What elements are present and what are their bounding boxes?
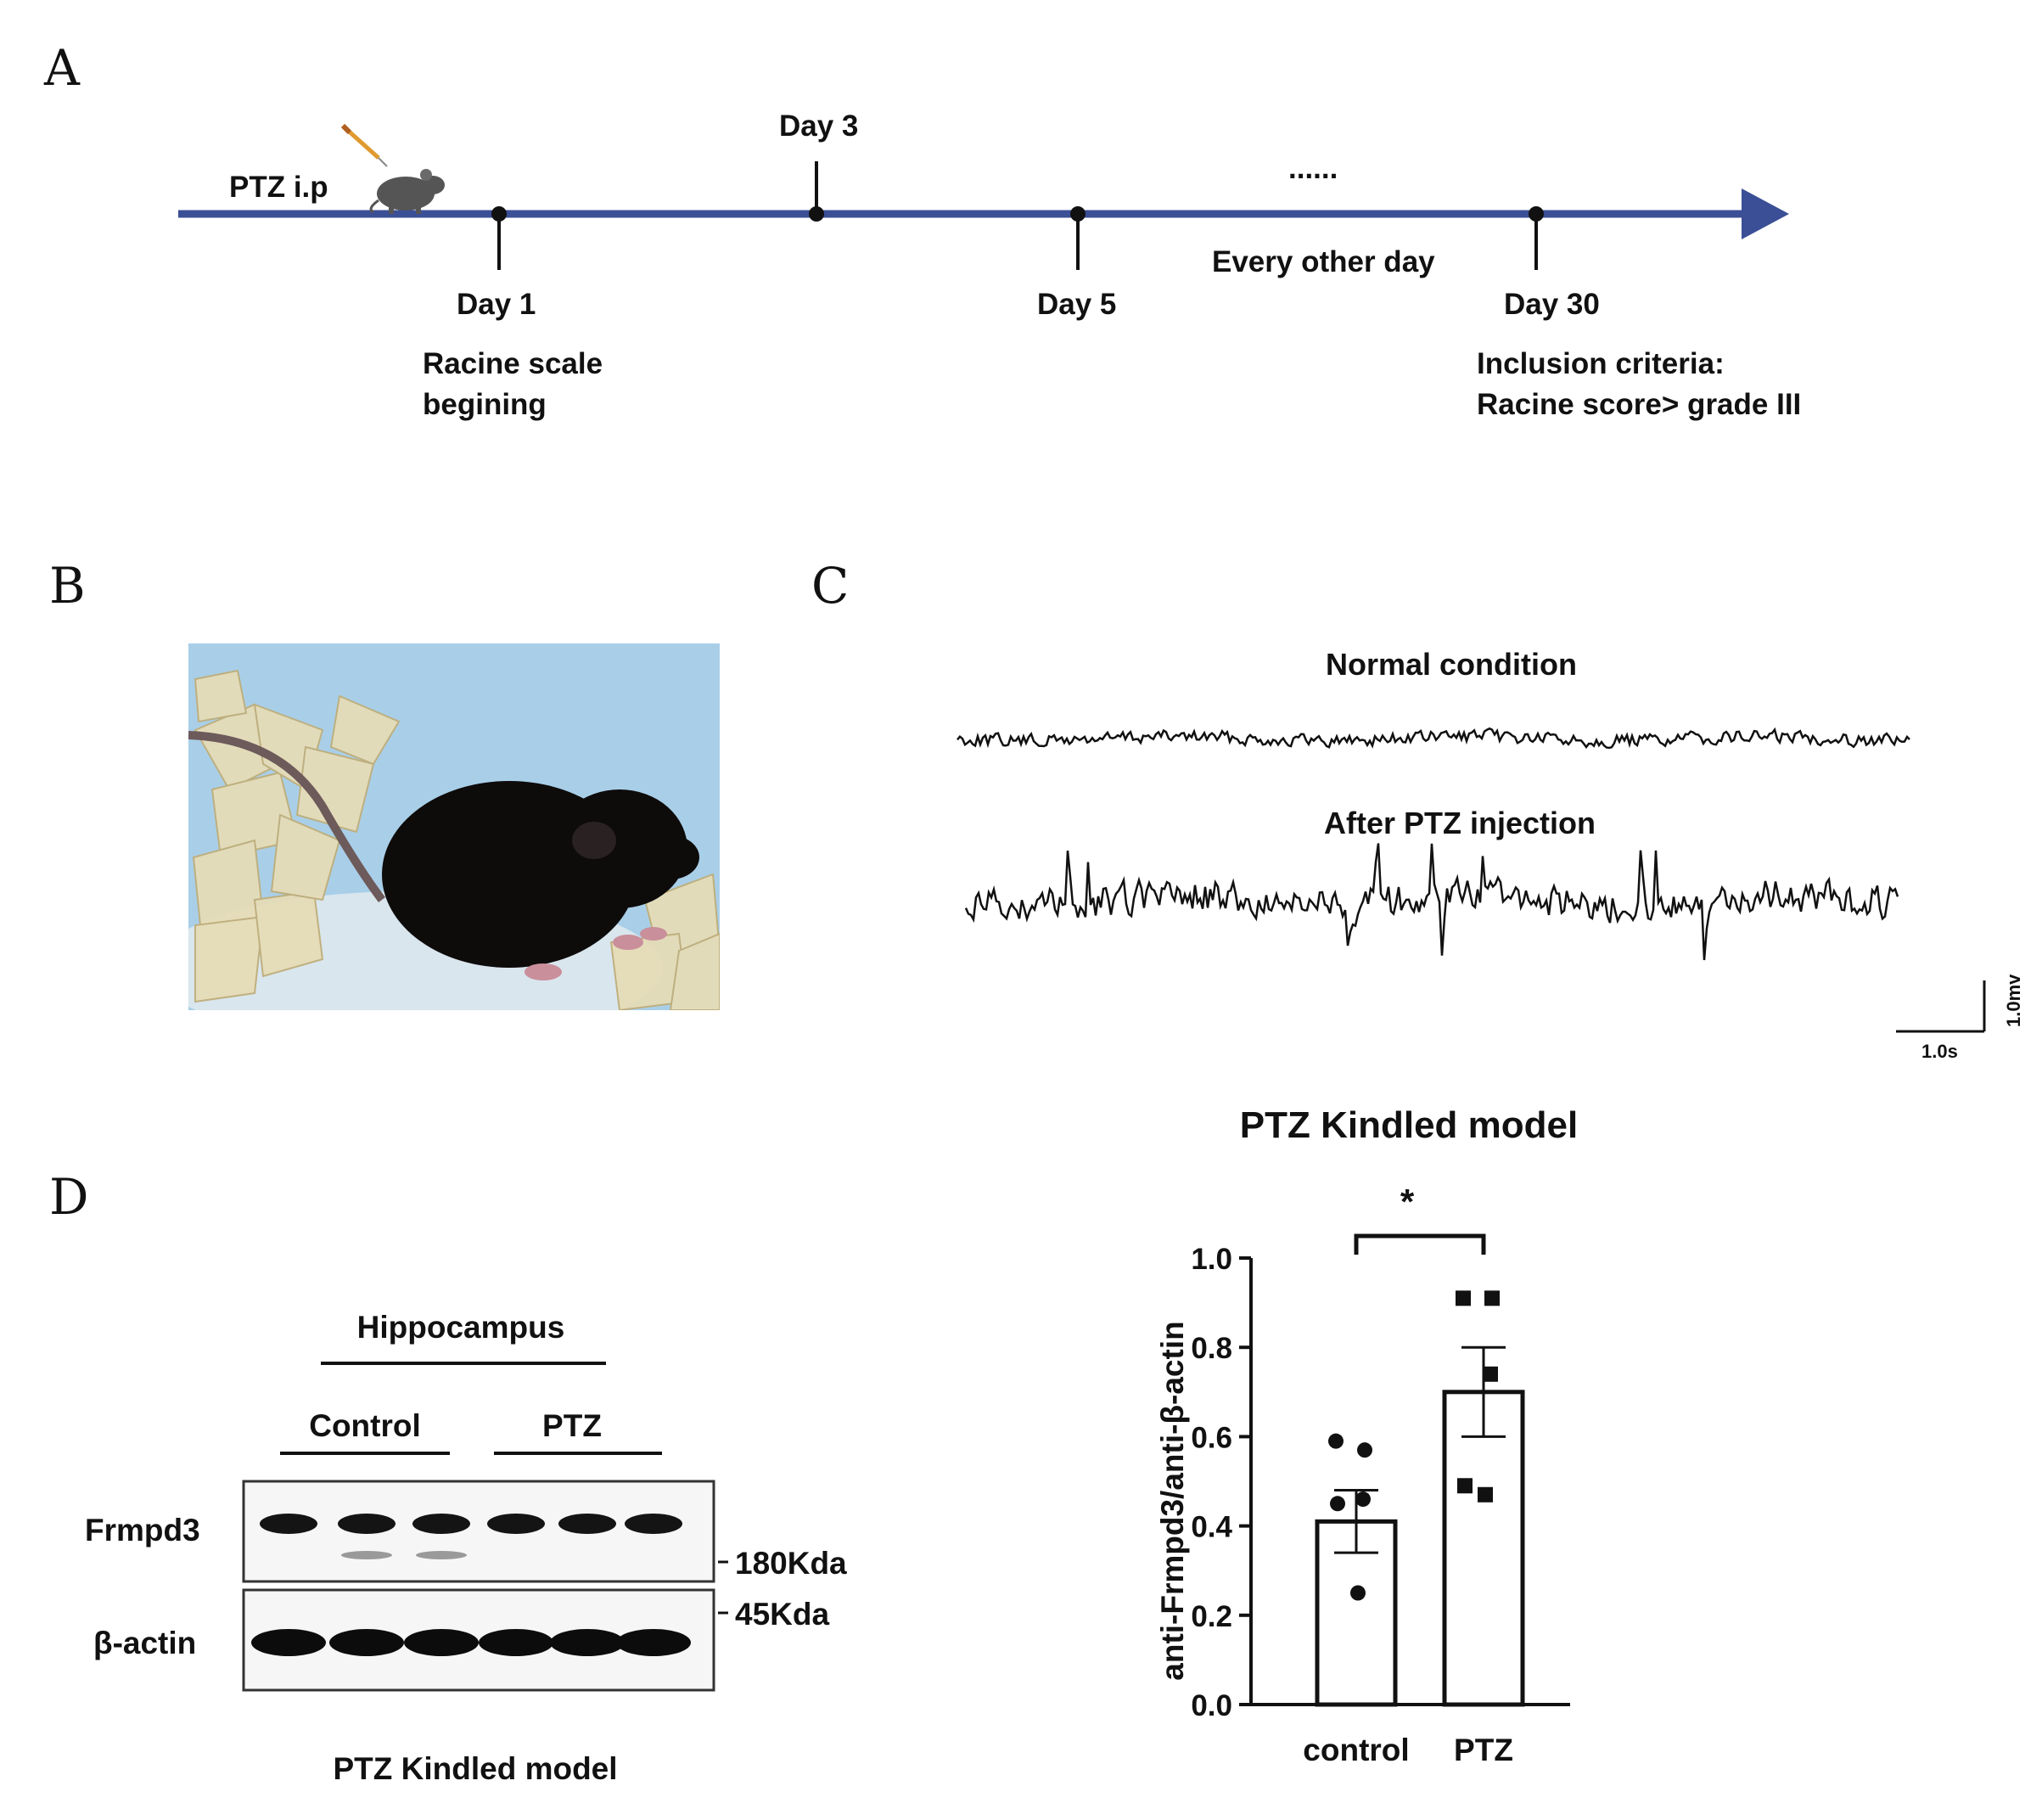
mouse-icon: [369, 169, 445, 214]
wb-row-actin: β-actin: [93, 1626, 196, 1660]
eeg-scale-x-label: 1.0s: [1921, 1041, 1958, 1062]
data-point: [1478, 1486, 1493, 1503]
timeline-day1-note-2: begining: [423, 388, 547, 421]
panel-label-d: D: [49, 1168, 89, 1226]
y-tick-label: 0.8: [1191, 1332, 1232, 1365]
eeg-ptz-trace: [964, 843, 1899, 961]
x-tick-label: control: [1303, 1733, 1409, 1767]
x-tick-label: PTZ: [1454, 1733, 1513, 1767]
wb-group-control: Control: [309, 1408, 421, 1443]
panel-label-b: B: [49, 557, 86, 615]
wb-marker-45: 45Kda: [735, 1597, 829, 1632]
wb-actin-blot: [242, 1588, 715, 1692]
dot-day3: [809, 206, 824, 222]
bar-chart: PTZ Kindled model anti-Frmpd3/anti-β-act…: [1155, 1104, 1578, 1767]
timeline-start-label: PTZ i.p: [229, 171, 328, 204]
chart-significance: *: [1400, 1182, 1415, 1222]
chart-title: PTZ Kindled model: [1240, 1104, 1578, 1146]
timeline-day1-note-1: Racine scale: [423, 347, 603, 380]
data-point: [1457, 1478, 1473, 1494]
eeg-normal-trace: [956, 727, 1910, 750]
wb-marker-180: 180Kda: [735, 1546, 847, 1581]
wb-group-ptz: PTZ: [542, 1408, 602, 1443]
wb-frmpd3-band: [260, 1514, 317, 1534]
panel-label-c: C: [811, 557, 849, 615]
y-tick-label: 0.4: [1191, 1511, 1232, 1544]
data-point: [1328, 1433, 1344, 1449]
data-point: [1330, 1496, 1345, 1512]
wb-frmpd3-band: [487, 1514, 545, 1534]
data-point: [1456, 1290, 1471, 1306]
timeline-day30-note-1: Inclusion criteria:: [1477, 347, 1725, 380]
wb-row-frmpd3: Frmpd3: [85, 1513, 200, 1548]
eeg-ptz-title: After PTZ injection: [1324, 806, 1596, 840]
panel-label-a: A: [43, 39, 81, 97]
y-tick-label: 0.2: [1191, 1600, 1232, 1633]
y-tick-label: 0.6: [1191, 1421, 1232, 1454]
wb-actin-band: [329, 1629, 404, 1656]
syringe-icon: [340, 123, 388, 167]
timeline-arrow-head: [1742, 188, 1789, 239]
eeg-scale-y-label: 1.0mv: [2003, 974, 2024, 1027]
mouse-photo: [188, 643, 720, 1010]
significance-bracket: [1354, 1233, 1486, 1255]
y-tick-label: 0.0: [1191, 1689, 1232, 1722]
wb-frmpd3-band: [558, 1514, 616, 1534]
bar-ptz: [1442, 1390, 1525, 1707]
wb-frmpd3-blot: [242, 1480, 715, 1583]
wb-actin-band: [479, 1629, 553, 1656]
wb-tissue-label: Hippocampus: [357, 1310, 565, 1345]
timeline-interval-note: Every other day: [1212, 245, 1435, 278]
dot-day30: [1529, 206, 1544, 222]
data-point: [1355, 1491, 1371, 1508]
data-point: [1483, 1366, 1498, 1382]
timeline-day30-label: Day 30: [1504, 288, 1600, 321]
chart-y-axis-label: anti-Frmpd3/anti-β-actin: [1155, 1321, 1190, 1680]
data-point: [1357, 1442, 1372, 1458]
wb-caption: PTZ Kindled model: [333, 1751, 617, 1786]
timeline-day30-note-2: Racine score> grade III: [1477, 388, 1801, 421]
timeline-day1-label: Day 1: [457, 288, 536, 321]
wb-actin-band: [550, 1629, 625, 1656]
wb-frmpd3-band: [338, 1514, 395, 1534]
dot-day5: [1070, 206, 1086, 222]
data-point: [1484, 1290, 1500, 1306]
wb-frmpd3-faint-band: [416, 1551, 467, 1559]
timeline-day3-label: Day 3: [779, 110, 858, 143]
timeline-ellipsis: ......: [1288, 152, 1338, 185]
wb-frmpd3-faint-band: [341, 1551, 392, 1559]
y-tick-label: 1.0: [1191, 1243, 1232, 1276]
wb-actin-band: [404, 1629, 479, 1656]
wb-frmpd3-band: [412, 1514, 470, 1534]
eeg-scale-bar: 1.0s 1.0mv: [1896, 974, 2024, 1062]
wb-actin-band: [616, 1629, 691, 1656]
dot-day1: [491, 206, 507, 222]
wb-actin-band: [251, 1629, 326, 1656]
data-point: [1350, 1585, 1366, 1601]
wb-frmpd3-band: [625, 1514, 682, 1534]
timeline-day5-label: Day 5: [1037, 288, 1116, 321]
timeline: PTZ i.p Day 3 ...... Day 1 Racine scale …: [178, 110, 1801, 421]
eeg-normal-title: Normal condition: [1326, 647, 1577, 682]
